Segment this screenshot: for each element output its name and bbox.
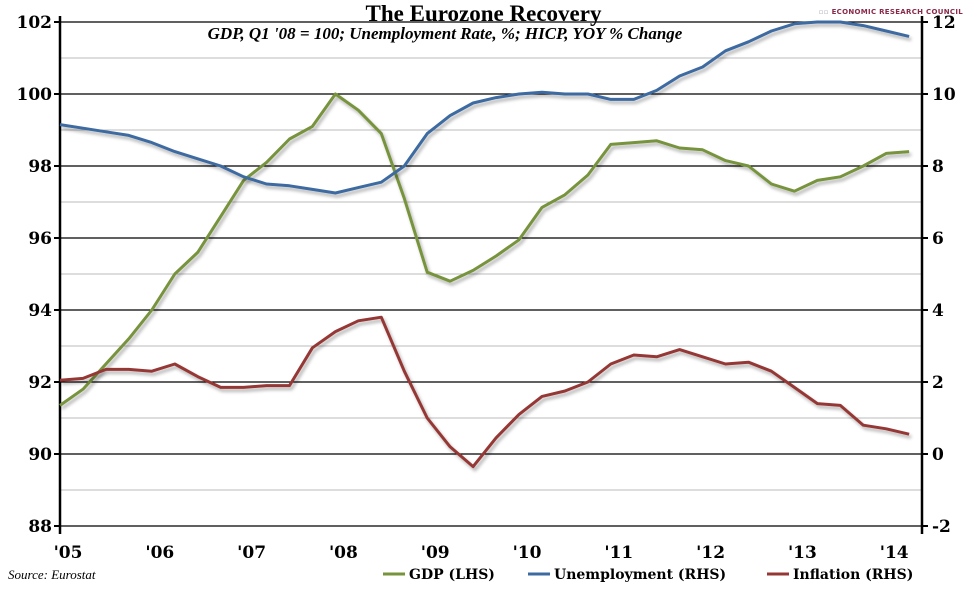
x-tick-label: '12 <box>696 543 725 563</box>
chart-subtitle: GDP, Q1 '08 = 100; Unemployment Rate, %;… <box>207 24 683 43</box>
y-right-tick-label: 2 <box>932 373 944 393</box>
logo: ▫▫ ECONOMIC RESEARCH COUNCIL <box>819 8 963 16</box>
y-left-tick-label: 88 <box>28 517 52 537</box>
x-tick-label: '10 <box>513 543 542 563</box>
legend-item: Unemployment (RHS) <box>528 567 726 583</box>
legend-label: Unemployment (RHS) <box>554 567 726 583</box>
y-left-tick-label: 100 <box>17 85 53 105</box>
y-right-tick-label: 4 <box>932 301 944 321</box>
y-left-tick-label: 102 <box>17 13 53 33</box>
legend-label: GDP (LHS) <box>409 567 495 583</box>
y-left-tick-label: 94 <box>28 301 52 321</box>
x-tick-label: '06 <box>145 543 174 563</box>
x-tick-label: '11 <box>604 543 633 563</box>
series-line-gdp <box>59 92 910 407</box>
y-right-tick-label: 6 <box>932 229 944 249</box>
source-note: Source: Eurostat <box>8 567 96 582</box>
x-tick-label: '14 <box>880 543 909 563</box>
legend-item: Inflation (RHS) <box>767 567 913 583</box>
y-left-tick-label: 92 <box>28 373 52 393</box>
y-right-tick-label: 0 <box>932 445 944 465</box>
y-right-tick-label: 12 <box>932 13 956 33</box>
y-left-tick-label: 90 <box>28 445 52 465</box>
y-right-tick-label: -2 <box>932 517 951 537</box>
y-left-tick-label: 98 <box>28 157 52 177</box>
x-tick-label: '13 <box>788 543 817 563</box>
legend-label: Inflation (RHS) <box>793 567 913 583</box>
logo-text: ECONOMIC RESEARCH COUNCIL <box>831 8 963 16</box>
y-left-tick-label: 96 <box>28 229 52 249</box>
x-tick-label: '08 <box>329 543 358 563</box>
x-tick-label: '07 <box>237 543 266 563</box>
series-line-unemployment <box>59 20 910 195</box>
series-line-inflation <box>59 315 910 469</box>
x-tick-label: '09 <box>421 543 450 563</box>
y-right-tick-label: 10 <box>932 85 956 105</box>
y-right-tick-label: 8 <box>932 157 944 177</box>
x-tick-label: '05 <box>54 543 83 563</box>
logo-icon: ▫▫ <box>818 8 832 16</box>
legend-item: GDP (LHS) <box>383 567 495 583</box>
